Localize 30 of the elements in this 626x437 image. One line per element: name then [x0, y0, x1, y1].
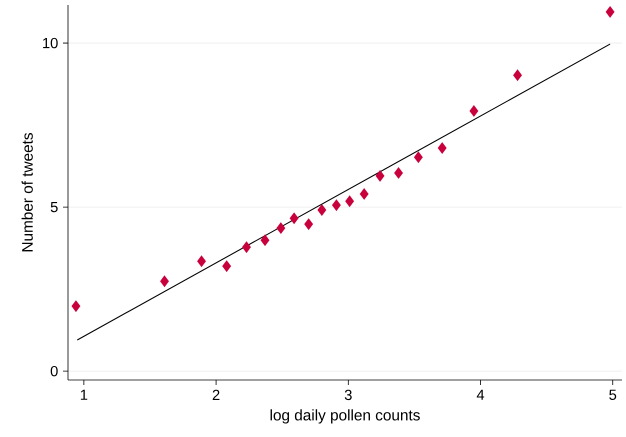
point	[290, 212, 298, 224]
point	[276, 222, 286, 234]
point	[260, 234, 270, 246]
point	[606, 6, 614, 18]
y-tick-label: 10	[43, 38, 58, 48]
point	[242, 241, 251, 253]
x-tick-label: 5	[609, 390, 616, 400]
point	[470, 105, 478, 117]
point	[304, 218, 314, 230]
point	[222, 260, 232, 272]
point	[394, 167, 403, 179]
point	[332, 199, 341, 211]
x-axis-title: log daily pollen counts	[270, 409, 420, 424]
point	[438, 142, 447, 154]
x-tick-label: 3	[344, 390, 352, 400]
y-axis-title: Number of tweets	[22, 133, 33, 252]
point	[160, 275, 169, 288]
point	[513, 69, 522, 81]
y-tick-label: 5	[50, 202, 58, 212]
point	[317, 204, 326, 216]
x-tick-label: 1	[80, 390, 88, 400]
x-tick-label: 2	[212, 390, 220, 400]
point	[345, 195, 354, 207]
x-tick-label: 4	[476, 390, 484, 400]
y-tick-label: 0	[50, 366, 58, 376]
point	[72, 300, 80, 312]
point	[414, 151, 423, 163]
point	[197, 255, 206, 267]
point	[360, 188, 369, 200]
point	[376, 170, 384, 182]
